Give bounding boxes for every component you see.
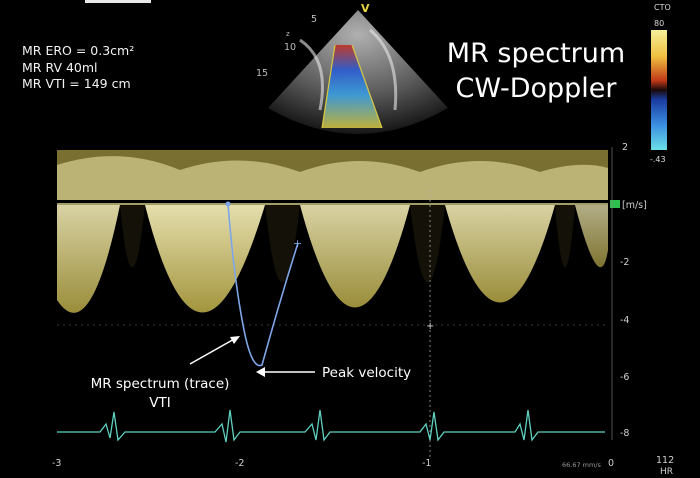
spectrum-beat-2 (300, 205, 410, 308)
spectrum-beat-3 (445, 205, 555, 303)
spectrum-beat-1 (145, 205, 265, 313)
time-tick-0: 0 (608, 458, 614, 469)
heart-rate-label: HR (660, 467, 673, 477)
time-tick-neg1: -1 (422, 458, 431, 469)
echo-fan-image: 5 10 15 z V (256, 2, 448, 134)
ero-measurement: MR ERO = 0.3cm² (22, 43, 135, 58)
title-line-1: MR spectrum (446, 38, 626, 69)
rv-measurement: MR RV 40ml (22, 59, 98, 75)
marker-z: z (286, 30, 290, 38)
trace-arrow (189, 337, 237, 365)
time-tick-neg2: -2 (235, 458, 244, 469)
peak-annotation: Peak velocity (322, 365, 412, 381)
top-indicator-bar (85, 0, 151, 3)
baseline-marker (610, 200, 620, 208)
velocity-tick-2: 2 (622, 142, 628, 153)
vti-measurement: MR VTI = 149 cm (22, 76, 131, 91)
measurements-panel: MR ERO = 0.3cm² MR RV 40ml MR VTI = 149 … (22, 43, 134, 93)
trace-end-marker: + (293, 237, 302, 250)
svg-text:+: + (426, 321, 434, 332)
velocity-tick-neg2: -2 (620, 257, 629, 268)
color-bar-label: CTO (654, 3, 671, 12)
page-title: MR spectrum CW-Doppler (436, 36, 636, 106)
color-bar-top-value: 80 (654, 19, 664, 28)
sweep-speed: 66.67 mm/s (562, 461, 602, 469)
color-bar-bottom-value: -.43 (650, 155, 666, 164)
doppler-spectrum-panel: + + (57, 143, 620, 463)
color-scale-bar: CTO 80 -.43 (650, 3, 671, 164)
vti-trace-line (227, 203, 299, 367)
velocity-tick-neg6: -6 (620, 372, 629, 383)
annotation-arrows (189, 336, 315, 377)
title-line-2: CW-Doppler (455, 73, 617, 104)
trace-annotation: MR spectrum (trace) VTI (70, 375, 250, 413)
depth-marker-10: 10 (284, 42, 296, 53)
trace-label-line-2: VTI (149, 395, 171, 411)
velocity-unit: [m/s] (622, 200, 647, 211)
velocity-axis: 2 [m/s] -2 -4 -6 -8 (611, 142, 647, 440)
ecg-trace (57, 409, 605, 443)
time-axis: -3 -2 -1 0 66.67 mm/s (52, 458, 614, 469)
velocity-tick-neg8: -8 (620, 428, 629, 439)
heart-rate-value: 112 (656, 455, 674, 466)
trace-label-line-1: MR spectrum (trace) (90, 376, 230, 392)
probe-marker: V (361, 2, 370, 15)
heart-rate: 112 HR (656, 455, 674, 477)
depth-marker-5: 5 (311, 14, 317, 25)
depth-marker-15: 15 (256, 68, 268, 79)
velocity-tick-neg4: -4 (620, 315, 629, 326)
time-tick-neg3: -3 (52, 458, 61, 469)
